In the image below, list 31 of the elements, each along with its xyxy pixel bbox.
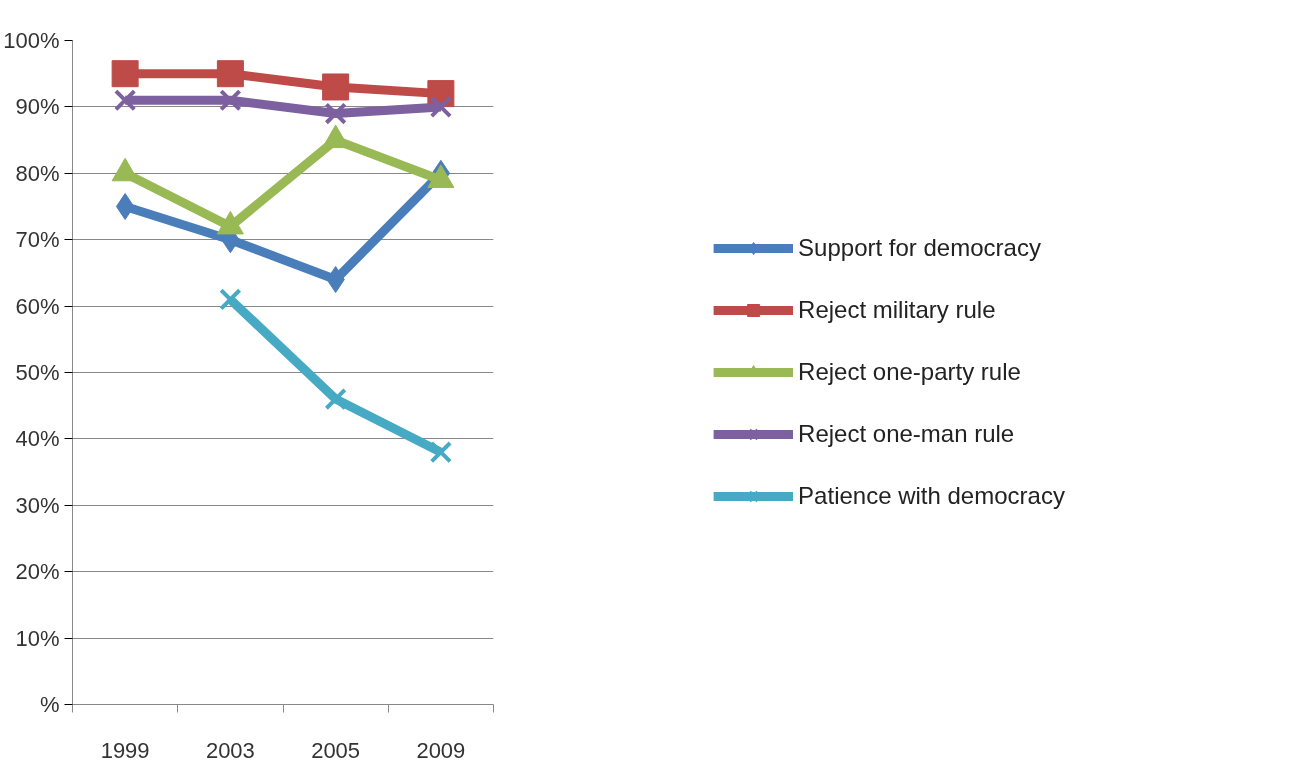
y-tick-label: 60% [15, 293, 60, 319]
x-tick-label: 2005 [311, 737, 361, 763]
point [429, 95, 453, 119]
y-tick-label: 100% [3, 28, 60, 53]
legend-label: Support for democracy [798, 234, 1041, 262]
x-tick-label: 2003 [205, 737, 255, 763]
legend-label: Patience with democracy [798, 482, 1065, 510]
y-tick-label: 20% [15, 559, 60, 585]
x-tick-label: 1999 [100, 737, 150, 763]
point [111, 60, 139, 88]
y-tick-label: 90% [15, 94, 60, 120]
point [115, 193, 135, 220]
point [219, 89, 242, 112]
legend-label: Reject one-man rule [798, 420, 1015, 448]
y-tick-label: 30% [15, 492, 60, 518]
point [429, 440, 453, 464]
y-tick-label: 50% [15, 360, 60, 385]
point [324, 387, 347, 411]
point [219, 288, 242, 311]
legend-label: Reject military rule [798, 296, 996, 324]
y-tick-label: 40% [15, 426, 60, 452]
y-tick-label: 10% [15, 625, 60, 651]
point [322, 73, 350, 101]
point [324, 102, 347, 125]
y-tick-label: % [39, 692, 60, 717]
point [113, 89, 137, 112]
x-tick-label: 2009 [416, 737, 466, 763]
y-tick-label: 70% [15, 227, 60, 253]
point [216, 60, 244, 88]
legend-label: Reject one-party rule [798, 358, 1021, 386]
y-tick-label: 80% [15, 160, 60, 186]
